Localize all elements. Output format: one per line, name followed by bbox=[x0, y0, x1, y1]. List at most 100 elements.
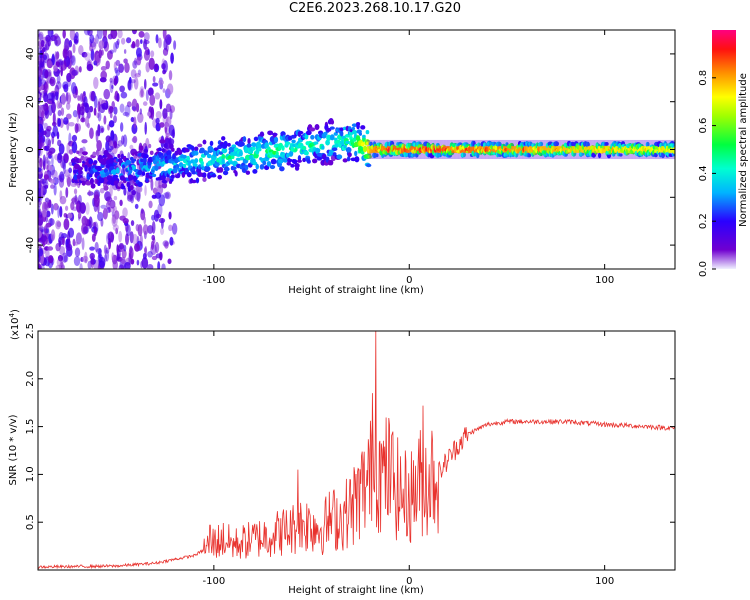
spectrogram-band-core bbox=[627, 146, 629, 153]
spectrogram-noise-speck bbox=[38, 167, 42, 172]
spectrogram-noise-speck bbox=[89, 34, 95, 44]
spectrogram-noise-speck bbox=[38, 31, 44, 41]
spectrogram-noise-speck bbox=[60, 173, 65, 181]
spectrogram-noise-speck bbox=[135, 47, 142, 58]
spectrogram-noise-speck bbox=[162, 47, 169, 56]
spectrogram-noise-speck bbox=[68, 121, 75, 127]
spectrogram-noise-speck bbox=[105, 247, 110, 254]
spectrogram-ridge-cell bbox=[291, 139, 296, 144]
spectrogram-ridge-cell bbox=[223, 140, 228, 148]
spectrogram-noise-speck bbox=[54, 91, 59, 101]
spectrogram-ridge-cell bbox=[342, 158, 348, 163]
spectrogram-noise-speck bbox=[38, 77, 43, 88]
spectrogram-band-core bbox=[583, 146, 586, 153]
spectrogram-ridge-cell bbox=[367, 154, 372, 159]
spectrogram-noise-speck bbox=[47, 246, 54, 251]
spectrogram-band-core bbox=[586, 146, 588, 153]
spectrogram-ridge-cell bbox=[191, 170, 197, 175]
y-tick-label: 2.5 bbox=[25, 323, 36, 339]
spectrogram-noise-speck bbox=[55, 264, 63, 269]
spectrogram-noise-speck bbox=[79, 106, 85, 116]
spectrogram-noise-speck bbox=[105, 140, 110, 152]
spectrogram-ridge-cell bbox=[247, 137, 251, 145]
spectrogram-noise-speck bbox=[102, 208, 108, 220]
spectrogram-noise-speck bbox=[116, 38, 120, 46]
spectrogram-ridge-cell bbox=[527, 153, 532, 158]
spectrogram-noise-speck bbox=[49, 179, 56, 184]
spectrogram-noise-speck bbox=[46, 125, 52, 132]
spectrogram-noise-speck bbox=[72, 43, 76, 54]
spectrogram-ridge-cell bbox=[72, 158, 77, 164]
spectrogram-noise-speck bbox=[154, 241, 160, 254]
spectrogram-ridge-cell bbox=[296, 159, 302, 163]
spectrogram-noise-speck bbox=[45, 215, 49, 223]
spectrogram-noise-speck bbox=[68, 167, 73, 174]
spectrogram-band-core bbox=[385, 146, 388, 153]
spectrogram-ridge-cell bbox=[277, 158, 284, 164]
spectrogram-noise-speck bbox=[105, 249, 110, 262]
spectrogram-noise-speck bbox=[101, 102, 109, 110]
spectrogram-ridge-cell bbox=[160, 155, 165, 160]
spectrogram-band-core bbox=[546, 146, 548, 153]
spectrogram-noise-speck bbox=[136, 185, 143, 193]
spectrogram-band-core bbox=[566, 146, 568, 153]
spectrogram-ridge-cell bbox=[112, 174, 119, 179]
spectrogram-noise-speck bbox=[105, 196, 113, 203]
y-tick-label: -40 bbox=[25, 237, 36, 253]
spectrogram-noise-speck bbox=[43, 122, 48, 130]
spectrogram-noise-speck bbox=[139, 86, 145, 95]
spectrogram-ridge-cell bbox=[339, 127, 344, 132]
spectrogram-noise-speck bbox=[99, 77, 107, 83]
spectrogram-ridge-cell bbox=[476, 142, 481, 148]
spectrogram-ridge-cell bbox=[251, 142, 257, 148]
spectrogram-noise-speck bbox=[44, 184, 49, 189]
spectrogram-ridge-cell bbox=[316, 148, 321, 153]
spectrogram-band-core bbox=[647, 146, 649, 153]
spectrogram-band-core bbox=[524, 146, 526, 153]
spectrogram-ridge-cell bbox=[645, 141, 650, 147]
spectrogram-noise-speck bbox=[110, 30, 118, 40]
spectrogram-band-core bbox=[579, 146, 581, 153]
spectrogram-ridge-cell bbox=[181, 171, 186, 178]
spectrogram-ridge-cell bbox=[325, 139, 330, 146]
spectrogram-noise-speck bbox=[50, 184, 55, 189]
spectrogram-noise-speck bbox=[96, 139, 102, 152]
spectrogram-ridge-cell bbox=[194, 158, 199, 164]
spectrogram-band-core bbox=[567, 146, 569, 153]
spectrogram-noise-speck bbox=[42, 178, 48, 186]
spectrogram-noise-speck bbox=[95, 248, 103, 254]
spectrogram-ridge-cell bbox=[234, 170, 238, 177]
spectrogram-band-core bbox=[492, 146, 494, 153]
spectrogram-ridge-cell bbox=[281, 145, 285, 151]
spectrogram-noise-speck bbox=[59, 60, 64, 66]
spectrogram-band-core bbox=[513, 146, 515, 153]
spectrogram-ridge-cell bbox=[206, 153, 212, 159]
spectrogram-band-core bbox=[564, 146, 566, 153]
spectrogram-noise-speck bbox=[140, 88, 144, 98]
spectrogram-noise-speck bbox=[137, 69, 142, 75]
spectrogram-ridge-cell bbox=[272, 132, 278, 137]
spectrogram-ridge-cell bbox=[238, 150, 243, 157]
spectrogram-ridge-cell bbox=[266, 161, 272, 167]
colorbar-tick-label: 0.0 bbox=[698, 261, 709, 277]
spectrogram-ridge-cell bbox=[273, 137, 279, 143]
y-tick-label: 1.0 bbox=[25, 466, 36, 482]
spectrogram-noise-speck bbox=[151, 220, 156, 234]
spectrogram-noise-speck bbox=[51, 30, 54, 38]
spectrogram-noise-speck bbox=[68, 227, 75, 238]
spectrogram-noise-speck bbox=[122, 111, 130, 117]
spectrogram-noise-speck bbox=[103, 244, 107, 255]
spectrogram-ridge-cell bbox=[358, 132, 363, 136]
spectrogram-noise-speck bbox=[110, 130, 115, 141]
spectrogram-ridge-cell bbox=[313, 141, 319, 145]
spectrogram-ridge-cell bbox=[262, 160, 267, 166]
spectrogram-ridge-cell bbox=[137, 181, 143, 187]
spectrogram-noise-speck bbox=[59, 190, 63, 200]
spectrogram-ridge-cell bbox=[202, 172, 207, 178]
spectrogram-ridge-cell bbox=[365, 129, 370, 135]
spectrogram-ridge-cell bbox=[252, 161, 258, 166]
spectrogram-noise-speck bbox=[148, 143, 152, 149]
spectrogram-noise-speck bbox=[122, 207, 128, 218]
spectrogram-noise-speck bbox=[75, 232, 82, 245]
spectrogram-noise-speck bbox=[103, 115, 107, 125]
